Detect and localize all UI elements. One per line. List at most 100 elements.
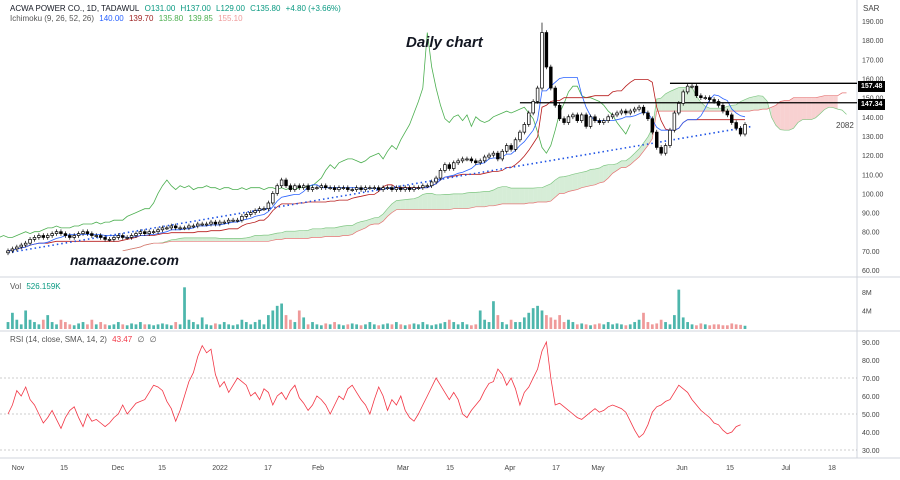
ichimoku-tenkan-value: 140.00 — [99, 14, 124, 23]
candle-up — [94, 235, 98, 237]
candle-up — [165, 227, 169, 230]
symbol-header: ACWA POWER CO., 1D, TADAWUL O131.00 H137… — [10, 4, 344, 13]
candle-up — [257, 208, 262, 211]
volume-bar — [147, 324, 151, 329]
rsi-tick-label: 50.00 — [862, 412, 880, 419]
volume-bar — [500, 322, 504, 329]
ichimoku-cloud-segment — [418, 194, 423, 210]
ichimoku-cloud-segment — [409, 198, 415, 210]
ichimoku-cloud-segment — [586, 169, 591, 187]
ichimoku-cloud-segment — [568, 174, 573, 192]
ichimoku-cloud-segment — [669, 89, 675, 112]
candle-up — [271, 193, 275, 204]
volume-bar — [545, 315, 548, 329]
candle-up — [81, 231, 85, 234]
candle-up — [478, 160, 482, 164]
ichimoku-lagging-span — [0, 32, 631, 238]
time-tick-label: Jul — [782, 465, 791, 472]
volume-bar — [37, 324, 41, 329]
volume-bar — [103, 324, 107, 329]
candle-up — [672, 112, 677, 131]
rsi-legend[interactable]: RSI (14, close, SMA, 14, 2) 43.47 ∅ ∅ — [10, 335, 160, 344]
volume-bar — [205, 324, 208, 329]
ichimoku-cloud-segment — [775, 101, 781, 130]
level-tag-upper[interactable]: 157.48 — [858, 81, 886, 92]
candle-down — [390, 187, 394, 190]
ichimoku-cloud-segment — [594, 168, 600, 185]
volume-bar — [628, 324, 632, 329]
ichimoku-cloud-segment — [316, 228, 322, 238]
volume-bar — [125, 325, 129, 329]
ichimoku-cloud-segment — [330, 227, 335, 237]
volume-bar — [584, 324, 588, 329]
candle-up — [116, 235, 121, 238]
ichimoku-cloud-segment — [511, 188, 516, 204]
candle-down — [496, 152, 500, 160]
volume-bar — [333, 322, 336, 329]
time-tick-label: 15 — [158, 465, 166, 472]
ichimoku-legend[interactable]: Ichimoku (9, 26, 52, 26) 140.00 139.70 1… — [10, 14, 246, 23]
volume-bar — [68, 324, 72, 329]
ichimoku-cloud-segment — [780, 100, 785, 131]
candle-up — [425, 185, 429, 188]
price-tick-label: 160.00 — [862, 77, 884, 84]
time-tick-label: 18 — [828, 465, 836, 472]
ichimoku-kijun-value: 139.70 — [128, 14, 154, 23]
level-tag-lower[interactable]: 147.34 — [858, 99, 886, 110]
volume-bar — [77, 323, 80, 329]
candle-up — [107, 239, 112, 241]
volume-bar — [72, 325, 76, 329]
price-tick-label: 140.00 — [862, 115, 884, 122]
volume-bar — [690, 324, 694, 329]
volume-bar — [478, 310, 482, 329]
candle-up — [147, 231, 151, 234]
candle-up — [438, 170, 443, 179]
volume-bar — [324, 323, 328, 329]
candle-up — [156, 229, 160, 233]
candle-up — [341, 187, 346, 190]
time-tick-label: 15 — [60, 465, 68, 472]
candle-up — [262, 208, 266, 211]
volume-bar — [178, 324, 182, 329]
currency-label: SAR — [863, 4, 880, 13]
candle-down — [68, 235, 72, 238]
candle-down — [103, 237, 107, 240]
ichimoku-cloud-segment — [259, 235, 264, 242]
ichimoku-cloud-segment — [466, 192, 472, 209]
candle-down — [655, 131, 659, 148]
volume-bar — [531, 308, 535, 329]
candle-up — [452, 162, 456, 169]
candle-down — [41, 235, 46, 238]
volume-bar — [417, 324, 420, 329]
volume-bar — [227, 324, 231, 329]
time-tick-label: Dec — [112, 465, 125, 472]
ichimoku-cloud-segment — [603, 164, 609, 182]
candle-up — [19, 244, 23, 248]
volume-bar — [708, 325, 712, 329]
volume-bar — [549, 317, 553, 329]
volume-bar — [540, 310, 544, 329]
volume-bar — [470, 325, 473, 329]
volume-bar — [156, 324, 160, 329]
ichimoku-cloud-segment — [374, 217, 379, 225]
volume-bar — [505, 324, 509, 329]
candle-down — [399, 187, 403, 190]
volume-bar — [200, 317, 204, 329]
volume-bar — [695, 325, 698, 329]
candle-up — [482, 156, 487, 162]
volume-bar — [350, 323, 354, 329]
volume-bar — [108, 325, 111, 329]
candle-up — [50, 233, 54, 236]
volume-bar — [712, 324, 716, 329]
candle-down — [624, 110, 628, 114]
volume-bar — [275, 305, 279, 329]
volume-bar — [121, 324, 125, 329]
symbol-line: ACWA POWER CO., 1D, TADAWUL — [10, 4, 140, 13]
candle-up — [465, 158, 469, 161]
volume-bar — [575, 324, 579, 329]
volume-bar — [218, 324, 222, 329]
volume-legend[interactable]: Vol 526.159K — [10, 282, 64, 291]
ichimoku-cloud-segment — [272, 233, 278, 241]
rsi-empty-2: ∅ — [149, 335, 157, 344]
